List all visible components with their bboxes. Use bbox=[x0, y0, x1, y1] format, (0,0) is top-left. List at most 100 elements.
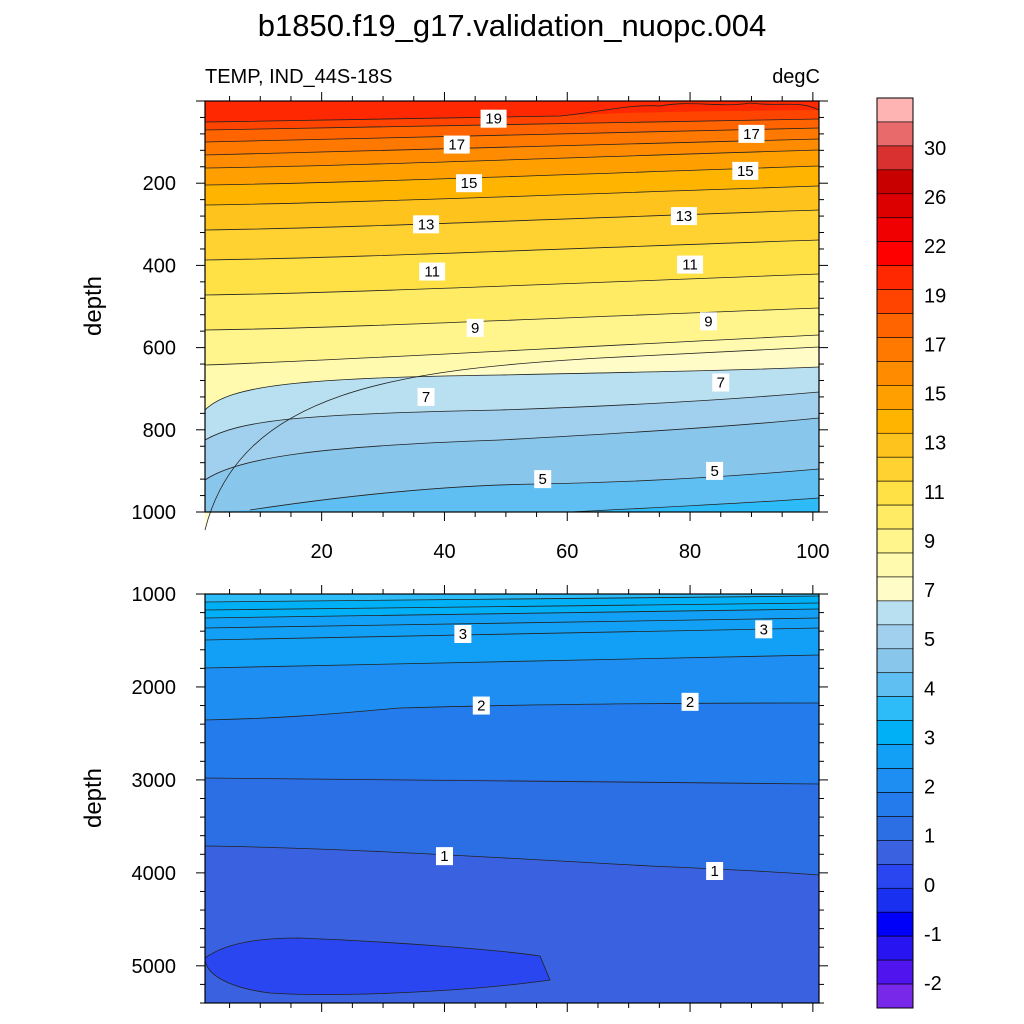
colorbar-swatch bbox=[876, 480, 914, 506]
contour-label: 1 bbox=[435, 847, 453, 866]
colorbar-swatch bbox=[876, 265, 914, 290]
colorbar-swatch bbox=[876, 217, 914, 242]
svg-text:1: 1 bbox=[710, 863, 718, 880]
colorbar-label: 15 bbox=[924, 384, 946, 406]
contour-label: 17 bbox=[738, 124, 765, 143]
colorbar-swatch bbox=[876, 792, 914, 817]
colorbar-swatch bbox=[876, 528, 914, 554]
colorbar-swatch bbox=[876, 864, 914, 889]
y-axis-labels-lower: 1000 2000 3000 4000 5000 bbox=[132, 584, 177, 978]
colorbar-swatch bbox=[876, 720, 914, 745]
svg-text:2: 2 bbox=[686, 694, 694, 711]
colorbar-swatch bbox=[876, 983, 914, 1009]
contour-label: 17 bbox=[443, 135, 470, 154]
colorbar-label: 17 bbox=[924, 334, 946, 356]
colorbar-swatch bbox=[876, 744, 914, 769]
contour-label: 11 bbox=[419, 262, 446, 281]
contour-label: 9 bbox=[466, 318, 484, 337]
colorbar-swatch bbox=[876, 504, 914, 530]
svg-text:9: 9 bbox=[471, 320, 479, 337]
colorbar-label: 7 bbox=[924, 580, 935, 602]
svg-text:17: 17 bbox=[448, 137, 465, 154]
colorbar-swatch bbox=[876, 696, 914, 721]
colorbar-label: -1 bbox=[924, 924, 942, 946]
svg-text:11: 11 bbox=[424, 264, 440, 281]
colorbar-swatch bbox=[876, 600, 914, 626]
colorbar-swatch bbox=[876, 313, 914, 338]
contour-label: 13 bbox=[413, 215, 440, 234]
x-tick-label: 60 bbox=[556, 541, 578, 563]
colorbar-label: 11 bbox=[924, 482, 945, 504]
svg-text:17: 17 bbox=[743, 126, 760, 143]
contour-label: 2 bbox=[472, 696, 490, 715]
colorbar-swatch bbox=[876, 241, 914, 266]
colorbar-swatch bbox=[876, 768, 914, 793]
svg-text:3: 3 bbox=[760, 621, 768, 638]
y-tick-label: 3000 bbox=[132, 770, 177, 792]
svg-text:13: 13 bbox=[418, 216, 435, 233]
contour-label: 5 bbox=[706, 461, 724, 480]
colorbar-swatch bbox=[876, 887, 914, 913]
svg-text:9: 9 bbox=[704, 313, 712, 330]
contour-label: 9 bbox=[699, 312, 717, 331]
y-tick-label: 600 bbox=[143, 338, 176, 360]
band-low-0-5 bbox=[205, 938, 550, 995]
svg-text:2: 2 bbox=[477, 698, 485, 715]
y-axis-labels-upper: 200 400 600 800 1000 bbox=[132, 173, 177, 524]
contour-label: 15 bbox=[456, 174, 483, 193]
svg-text:13: 13 bbox=[676, 208, 693, 225]
x-tick-label: 80 bbox=[679, 541, 701, 563]
contour-labels-upper: 19 17 17 15 15 13 13 11 11 9 9 7 7 5 5 bbox=[413, 109, 765, 489]
ticks-lower bbox=[196, 585, 828, 1012]
svg-text:5: 5 bbox=[710, 463, 718, 480]
colorbar-swatch bbox=[876, 121, 914, 147]
colorbar-swatch bbox=[876, 648, 914, 674]
contour-label: 19 bbox=[480, 109, 507, 128]
band-4 bbox=[570, 498, 819, 512]
colorbar-swatch bbox=[876, 289, 914, 314]
colorbar-label: 2 bbox=[924, 777, 935, 799]
colorbar-label: 3 bbox=[924, 727, 935, 749]
colorbar-swatch bbox=[876, 337, 914, 362]
colorbar-swatch bbox=[876, 456, 914, 482]
y-tick-label: 1000 bbox=[132, 502, 177, 524]
colorbar-label: 26 bbox=[924, 187, 946, 209]
contour-label: 13 bbox=[670, 207, 697, 226]
colorbar-label: -2 bbox=[924, 973, 942, 995]
colorbar-swatch bbox=[876, 409, 914, 434]
chart-title: b1850.f19_g17.validation_nuopc.004 bbox=[258, 8, 767, 43]
plot-frame-upper bbox=[204, 100, 820, 513]
units-label: degC bbox=[772, 66, 820, 88]
lower-panel: depth 3 3 2 2 1 1 1000 2000 3000 4000 5000 bbox=[80, 584, 828, 1012]
colorbar-swatch bbox=[876, 361, 914, 386]
contour-label: 2 bbox=[681, 692, 699, 711]
x-tick-label: 40 bbox=[433, 541, 455, 563]
colorbar-swatch bbox=[876, 576, 914, 602]
x-tick-label: 100 bbox=[796, 541, 829, 563]
contour-label: 3 bbox=[454, 624, 472, 643]
y-tick-label: 400 bbox=[143, 255, 176, 277]
upper-panel: TEMP, IND_44S-18S degC bbox=[80, 66, 830, 563]
y-tick-label: 800 bbox=[143, 420, 176, 442]
contour-label: 1 bbox=[706, 862, 724, 881]
colorbar-label: 1 bbox=[924, 826, 935, 848]
svg-text:19: 19 bbox=[485, 111, 502, 128]
colorbar-swatch bbox=[876, 672, 914, 697]
svg-text:1: 1 bbox=[440, 848, 448, 865]
colorbar-swatch bbox=[876, 97, 914, 123]
svg-text:15: 15 bbox=[737, 163, 754, 180]
x-axis-labels: 20 40 60 80 100 bbox=[311, 541, 830, 563]
colorbar-swatch bbox=[876, 432, 914, 458]
y-tick-label: 2000 bbox=[132, 677, 177, 699]
colorbar-swatch bbox=[876, 169, 914, 195]
colorbar-swatch bbox=[876, 552, 914, 578]
y-tick-label: 5000 bbox=[132, 956, 177, 978]
contour-label: 7 bbox=[417, 387, 435, 406]
colorbar-swatch bbox=[876, 385, 914, 410]
svg-text:5: 5 bbox=[539, 471, 547, 488]
colorbar-swatch bbox=[876, 935, 914, 961]
x-tick-label: 20 bbox=[311, 541, 333, 563]
colorbar-label: 0 bbox=[924, 875, 935, 897]
y-axis-title-upper: depth bbox=[80, 276, 107, 336]
